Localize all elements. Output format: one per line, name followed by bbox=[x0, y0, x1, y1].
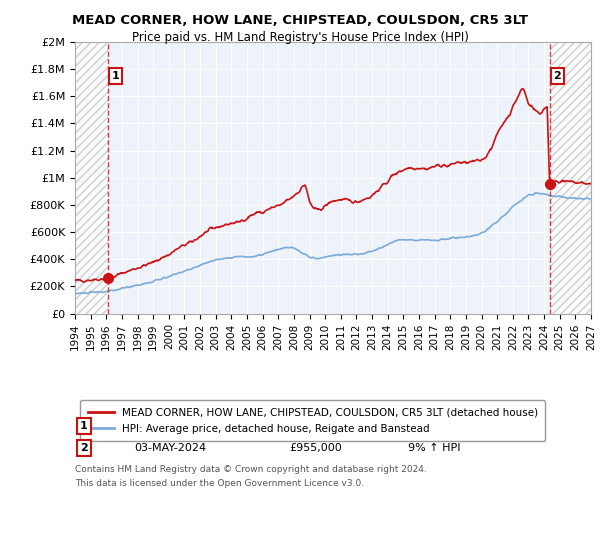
Text: 1: 1 bbox=[112, 71, 119, 81]
Text: £955,000: £955,000 bbox=[289, 443, 342, 453]
Text: This data is licensed under the Open Government Licence v3.0.: This data is licensed under the Open Gov… bbox=[75, 479, 364, 488]
Legend: MEAD CORNER, HOW LANE, CHIPSTEAD, COULSDON, CR5 3LT (detached house), HPI: Avera: MEAD CORNER, HOW LANE, CHIPSTEAD, COULSD… bbox=[80, 400, 545, 441]
Text: 03-MAY-2024: 03-MAY-2024 bbox=[134, 443, 206, 453]
Text: 81% ↑ HPI: 81% ↑ HPI bbox=[408, 421, 467, 431]
Text: 09-FEB-1996: 09-FEB-1996 bbox=[134, 421, 206, 431]
Text: £260,000: £260,000 bbox=[289, 421, 342, 431]
Text: 1: 1 bbox=[80, 421, 88, 431]
Text: 2: 2 bbox=[553, 71, 561, 81]
Polygon shape bbox=[75, 42, 108, 314]
Text: 9% ↑ HPI: 9% ↑ HPI bbox=[408, 443, 460, 453]
Text: 2: 2 bbox=[80, 443, 88, 453]
Polygon shape bbox=[550, 42, 591, 314]
Text: MEAD CORNER, HOW LANE, CHIPSTEAD, COULSDON, CR5 3LT: MEAD CORNER, HOW LANE, CHIPSTEAD, COULSD… bbox=[72, 14, 528, 27]
Text: Contains HM Land Registry data © Crown copyright and database right 2024.: Contains HM Land Registry data © Crown c… bbox=[75, 465, 427, 474]
Text: Price paid vs. HM Land Registry's House Price Index (HPI): Price paid vs. HM Land Registry's House … bbox=[131, 31, 469, 44]
